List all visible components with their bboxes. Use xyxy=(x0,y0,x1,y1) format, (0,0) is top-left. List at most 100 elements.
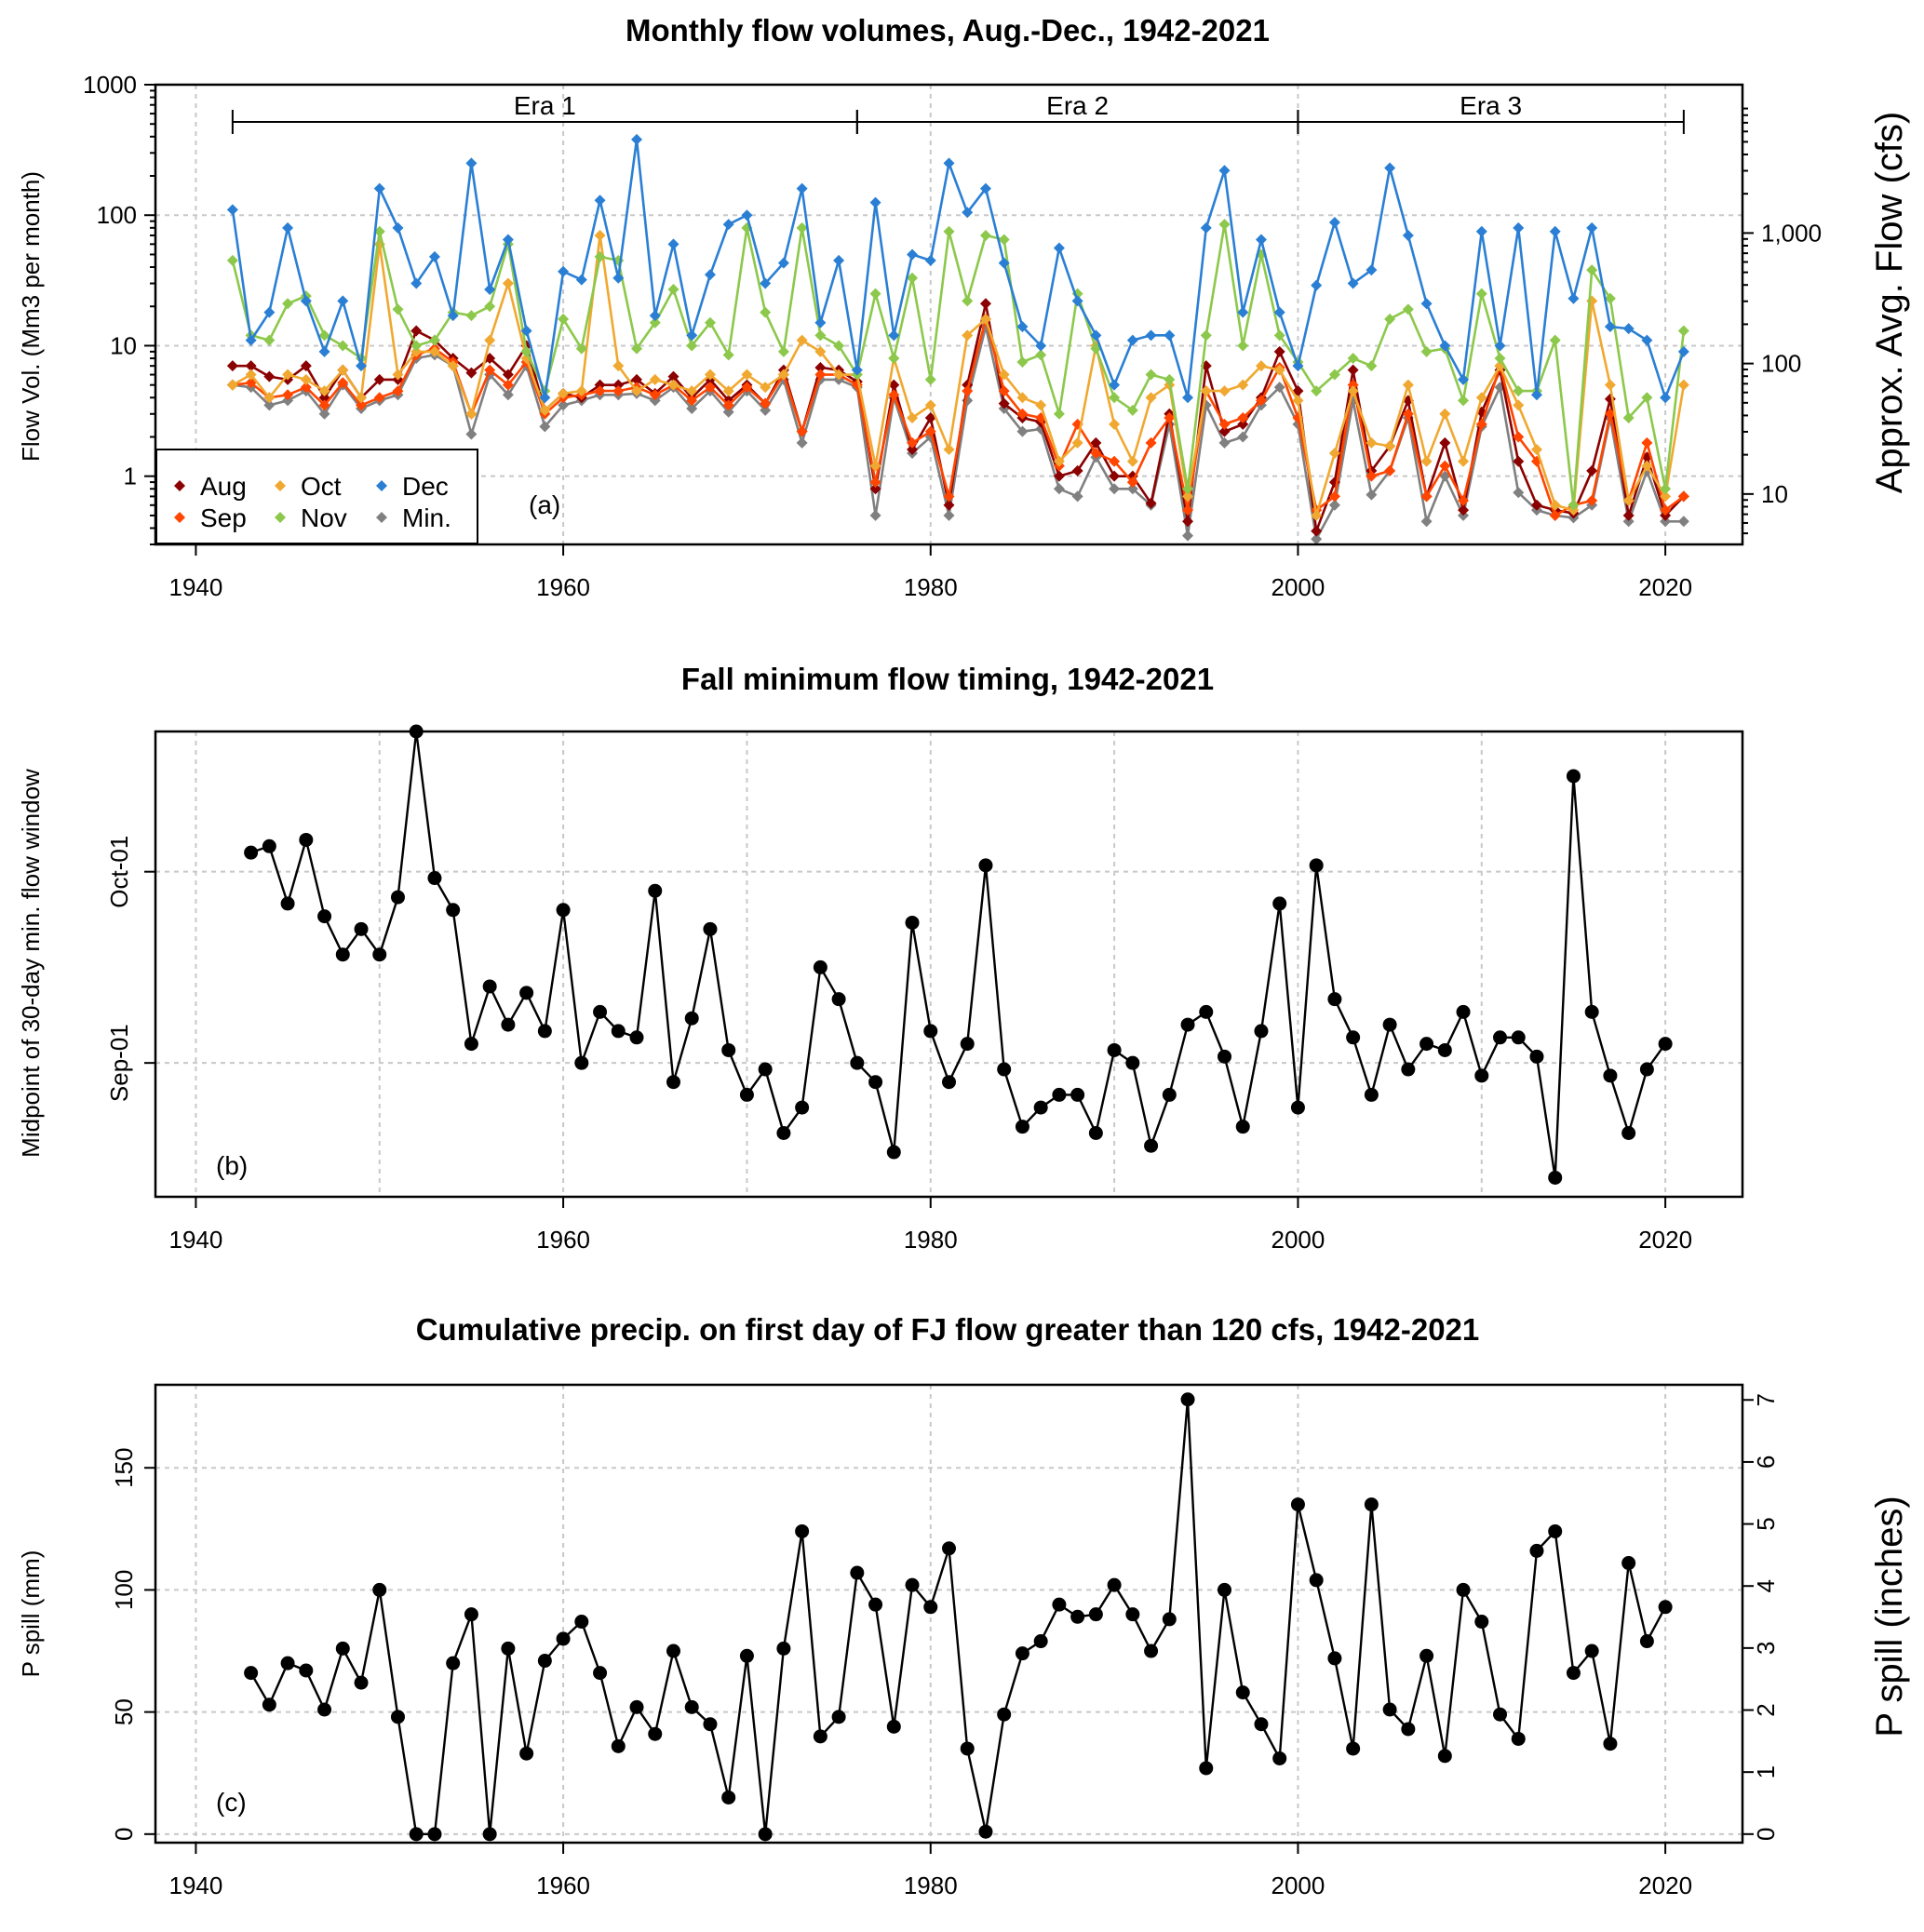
data-point xyxy=(427,1827,442,1842)
x-tick-label: 2020 xyxy=(1638,1872,1692,1899)
data-point-aug xyxy=(1218,425,1231,437)
data-point-nov xyxy=(796,221,808,234)
data-point xyxy=(648,883,663,898)
y-tick-label: 100 xyxy=(97,201,137,229)
data-point xyxy=(1088,1607,1103,1622)
panel-b-y-label: Midpoint of 30-day min. flow window xyxy=(17,769,45,1158)
data-point-aug xyxy=(1053,470,1065,482)
data-point-oct xyxy=(667,379,679,391)
panel-a-y2-axis: 10 100 1,000 xyxy=(1742,107,1822,535)
data-point-min xyxy=(1071,490,1083,503)
data-point-dec xyxy=(318,345,330,357)
data-point-sep xyxy=(484,364,496,376)
data-point-oct xyxy=(539,404,551,416)
data-point xyxy=(1254,1024,1269,1039)
data-point-min xyxy=(1660,516,1672,528)
data-point-nov xyxy=(760,306,772,318)
data-point-nov xyxy=(263,334,276,346)
data-point-min xyxy=(796,436,808,449)
data-point xyxy=(1548,1170,1563,1185)
y2-tick-label: 5 xyxy=(1752,1517,1780,1530)
data-point xyxy=(776,1641,791,1656)
data-point xyxy=(1364,1497,1379,1512)
data-point-oct xyxy=(594,229,606,241)
data-point xyxy=(1052,1087,1067,1102)
data-point xyxy=(703,1717,718,1732)
data-point-oct xyxy=(558,387,570,399)
data-point-dec xyxy=(337,295,349,307)
data-point xyxy=(1511,1030,1526,1045)
data-point-min xyxy=(869,509,881,521)
data-point xyxy=(758,1062,773,1077)
data-point-dec xyxy=(1126,334,1138,346)
x-tick-label: 1940 xyxy=(168,573,222,601)
data-point-aug xyxy=(612,379,625,391)
data-point-nov xyxy=(1109,392,1121,404)
data-point-dec xyxy=(631,133,643,145)
data-point-sep xyxy=(1366,470,1378,482)
data-point-dec xyxy=(520,325,532,337)
data-point-dec xyxy=(1347,277,1359,289)
data-point-nov xyxy=(1328,369,1340,381)
data-point-sep xyxy=(1549,509,1561,521)
data-point xyxy=(758,1827,773,1842)
data-point-oct xyxy=(1016,392,1029,404)
data-point-aug xyxy=(263,370,276,382)
data-point-dec xyxy=(1677,345,1689,357)
data-point-aug xyxy=(226,360,238,372)
data-point-dec xyxy=(979,182,991,195)
data-point-oct xyxy=(704,369,716,381)
data-point-nov xyxy=(1347,353,1359,365)
data-point-min xyxy=(649,395,661,407)
data-point-dec xyxy=(796,182,808,195)
data-point-oct xyxy=(649,373,661,385)
data-point-oct xyxy=(1347,385,1359,397)
data-point-nov xyxy=(1016,356,1029,368)
data-point xyxy=(850,1055,865,1070)
data-point-min xyxy=(1109,483,1121,495)
data-point-nov xyxy=(1567,499,1580,511)
data-point xyxy=(1144,1138,1159,1153)
y2-tick-label: 1,000 xyxy=(1761,219,1822,247)
y2-tick-label: 10 xyxy=(1761,480,1788,508)
data-point-nov xyxy=(704,316,716,329)
legend-marker-min xyxy=(376,512,387,523)
data-point-nov xyxy=(1660,483,1672,495)
data-point-dec xyxy=(1622,323,1635,335)
data-point-oct xyxy=(1475,392,1487,404)
data-point-sep xyxy=(1145,436,1157,449)
data-point-dec xyxy=(410,277,423,289)
y2-tick-label: 0 xyxy=(1752,1828,1780,1841)
data-point-oct xyxy=(502,277,514,289)
data-point xyxy=(1235,1685,1250,1700)
data-point-nov xyxy=(410,340,423,352)
data-point-sep xyxy=(943,490,955,503)
legend-label-oct: Oct xyxy=(301,472,342,501)
data-point-oct xyxy=(631,385,643,397)
panel-b-x-axis: 1940 1960 1980 2000 2020 xyxy=(168,1197,1692,1254)
data-point-dec xyxy=(1641,334,1653,346)
data-point-sep xyxy=(907,436,919,449)
data-point-oct xyxy=(1549,499,1561,511)
data-point-oct xyxy=(1071,436,1083,449)
legend-marker-oct xyxy=(275,480,286,491)
data-point-oct xyxy=(1660,490,1672,503)
data-point xyxy=(593,1004,608,1019)
data-point-nov xyxy=(833,340,845,352)
data-point xyxy=(795,1523,810,1538)
data-point-dec xyxy=(502,234,514,246)
data-point xyxy=(1456,1582,1471,1597)
data-point xyxy=(997,1707,1012,1722)
data-point-oct xyxy=(1420,455,1433,467)
data-point-min xyxy=(1218,436,1231,449)
x-tick-label: 1980 xyxy=(904,573,958,601)
data-point-oct xyxy=(1109,418,1121,430)
y-tick-label: 0 xyxy=(110,1828,138,1841)
data-point-oct xyxy=(575,385,587,397)
data-point-dec xyxy=(667,238,679,250)
data-point xyxy=(1327,1651,1342,1666)
data-point xyxy=(721,1042,736,1057)
data-point xyxy=(372,947,387,962)
data-point-min xyxy=(1182,530,1194,542)
